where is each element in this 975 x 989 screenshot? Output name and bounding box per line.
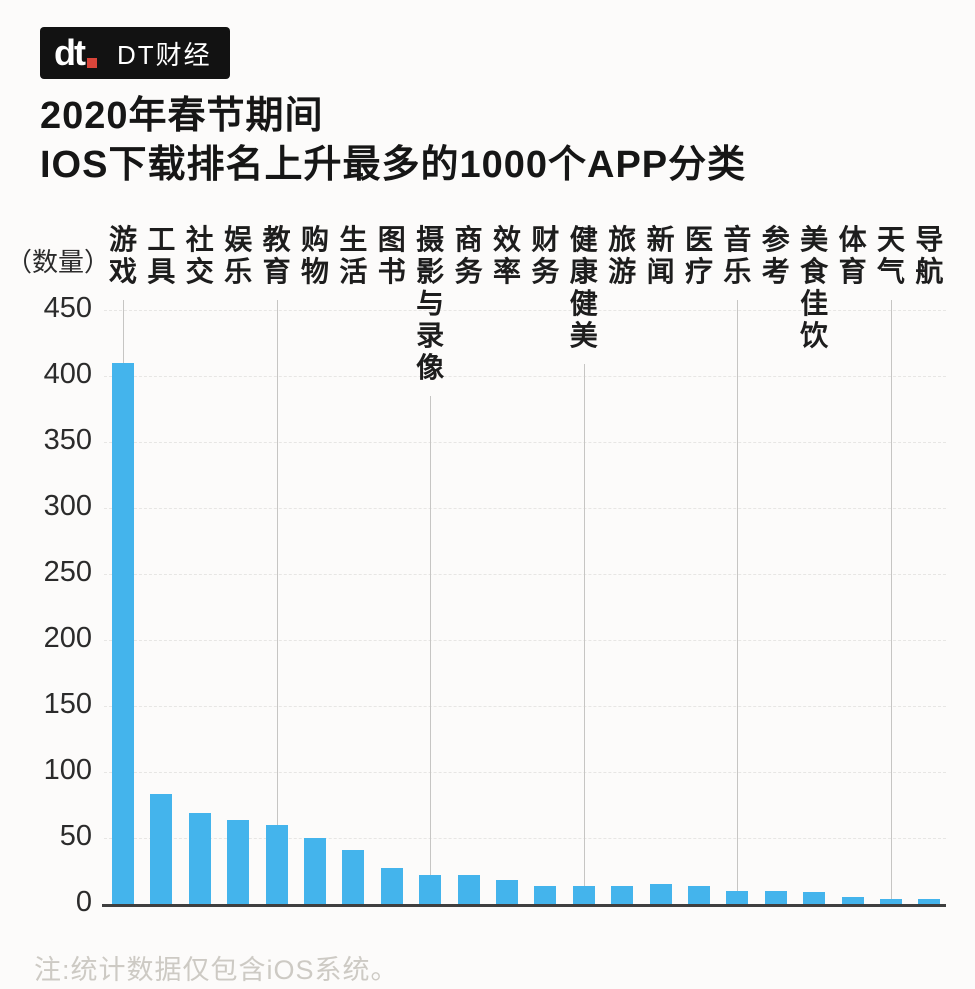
bar [496, 880, 518, 904]
category-label: 效 率 [492, 224, 521, 287]
bar [112, 362, 134, 904]
category-label: 工 具 [147, 224, 176, 287]
vertical-gridline [737, 300, 739, 904]
category-label: 美 食 佳 饮 [800, 224, 829, 351]
y-axis-tick-label: 200 [43, 622, 92, 654]
category-label: 音 乐 [723, 224, 752, 287]
x-axis-line [102, 904, 946, 907]
dt-logo-mark-icon: dt [54, 35, 97, 71]
category-label: 参 考 [761, 224, 790, 287]
bar [803, 892, 826, 904]
logo-brand-name: DT财经 [116, 39, 212, 70]
bar [304, 838, 326, 904]
horizontal-gridline [104, 310, 946, 311]
bar [342, 849, 365, 904]
bar [457, 874, 480, 904]
y-axis-tick-label: 0 [75, 886, 92, 918]
vertical-gridline [430, 396, 432, 904]
category-label: 体 育 [838, 224, 867, 287]
logo-mark-text: dt [54, 32, 86, 73]
category-label: 社 交 [185, 224, 214, 287]
bar [841, 897, 864, 904]
category-label: 医 疗 [684, 224, 713, 287]
category-label: 购 物 [300, 224, 329, 287]
category-label: 游 戏 [108, 224, 137, 287]
y-axis-tick-label: 450 [43, 292, 92, 324]
bar [534, 885, 557, 904]
y-axis-tick-label: 100 [43, 754, 92, 786]
horizontal-gridline [104, 706, 946, 707]
bar [419, 874, 442, 904]
horizontal-gridline [104, 442, 946, 443]
category-label: 摄 影 与 录 像 [416, 224, 445, 383]
bar [611, 885, 634, 904]
chart-title: 2020年春节期间 IOS下载排名上升最多的1000个APP分类 [40, 92, 746, 190]
category-label: 娱 乐 [224, 224, 253, 287]
bar [688, 885, 710, 904]
category-label: 图 书 [377, 224, 406, 287]
category-label: 商 务 [454, 224, 483, 287]
y-axis-tick-label: 400 [43, 358, 92, 390]
horizontal-gridline [104, 838, 946, 839]
category-label: 教 育 [262, 224, 291, 287]
bar [227, 819, 250, 904]
plot-area: 游 戏工 具社 交娱 乐教 育购 物生 活图 书摄 影 与 录 像商 务效 率财… [102, 224, 946, 907]
bar [188, 812, 211, 904]
y-axis-unit-label: （数量） [6, 247, 111, 277]
horizontal-gridline [104, 376, 946, 377]
category-label: 导 航 [915, 224, 944, 287]
horizontal-gridline [104, 640, 946, 641]
vertical-gridline [583, 364, 585, 904]
horizontal-gridline [104, 574, 946, 575]
chart-title-line1: 2020年春节期间 [40, 95, 324, 137]
category-label: 天 气 [876, 224, 905, 287]
category-label: 新 闻 [646, 224, 675, 287]
bar [726, 890, 749, 904]
footnote: 注:统计数据仅包含iOS系统。 [34, 955, 399, 985]
y-axis-tick-label: 50 [59, 820, 92, 852]
chart-title-line2: IOS下载排名上升最多的1000个APP分类 [40, 144, 747, 186]
category-label: 生 活 [339, 224, 368, 287]
dt-finance-logo: dt DT财经 [40, 27, 230, 79]
bar [649, 884, 672, 904]
vertical-gridline [891, 300, 892, 904]
y-axis-tick-label: 150 [43, 688, 92, 720]
vertical-gridline [276, 300, 278, 904]
logo-red-dot-icon [86, 58, 97, 68]
y-axis-tick-label: 250 [43, 556, 92, 588]
horizontal-gridline [104, 772, 946, 773]
bar [764, 890, 787, 904]
bar [880, 898, 902, 904]
category-label: 旅 游 [608, 224, 637, 287]
category-label: 健 康 健 美 [569, 224, 598, 351]
bar [572, 885, 595, 904]
category-label: 财 务 [531, 224, 560, 287]
bar [380, 868, 403, 904]
bar [918, 898, 941, 904]
horizontal-gridline [104, 508, 946, 509]
bar [265, 824, 288, 904]
y-axis-tick-label: 300 [43, 490, 92, 522]
bar [150, 794, 173, 904]
y-axis-tick-label: 350 [43, 424, 92, 456]
